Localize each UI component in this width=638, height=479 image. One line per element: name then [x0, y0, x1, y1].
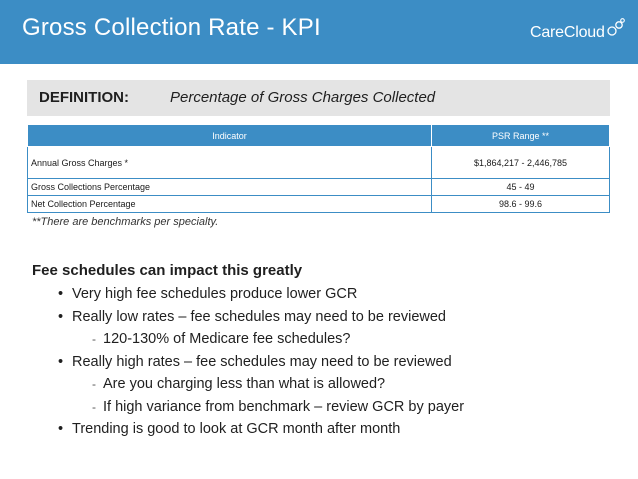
list-item: • Very high fee schedules produce lower …	[32, 283, 622, 306]
slide-title: Gross Collection Rate - KPI	[22, 14, 321, 41]
range-cell: 45 - 49	[431, 178, 610, 196]
range-cell: 98.6 - 99.6	[431, 195, 610, 213]
sub-list-item: - Are you charging less than what is all…	[32, 373, 622, 396]
bullet-content: Fee schedules can impact this greatly • …	[32, 262, 622, 441]
logo-rings-icon	[607, 18, 625, 36]
list-item: • Trending is good to look at GCR month …	[32, 418, 622, 441]
indicator-cell: Net Collection Percentage	[27, 195, 432, 213]
dash-bullet-icon: -	[92, 332, 96, 346]
definition-box: DEFINITION: Percentage of Gross Charges …	[27, 80, 610, 116]
sub-list-item-text: Are you charging less than what is allow…	[103, 376, 386, 392]
table-row: Annual Gross Charges * $1,864,217 - 2,44…	[27, 146, 610, 179]
indicator-cell: Gross Collections Percentage	[27, 178, 432, 196]
kpi-table: Indicator PSR Range ** Annual Gross Char…	[27, 124, 610, 213]
sub-list-item-text: 120-130% of Medicare fee schedules?	[103, 331, 351, 347]
indicator-cell: Annual Gross Charges *	[27, 146, 432, 179]
dash-bullet-icon: -	[92, 377, 96, 391]
table-row: Gross Collections Percentage 45 - 49	[27, 178, 610, 196]
list-item-text: Very high fee schedules produce lower GC…	[72, 286, 358, 302]
list-item-text: Really high rates – fee schedules may ne…	[72, 353, 452, 370]
sub-list-item: - 120-130% of Medicare fee schedules?	[32, 328, 622, 351]
list-item-text: Really low rates – fee schedules may nee…	[72, 308, 446, 325]
bullet-dot-icon: •	[58, 308, 64, 325]
list-item-text: Trending is good to look at GCR month af…	[72, 421, 401, 437]
logo-text: CareCloud	[530, 24, 605, 41]
bullet-dot-icon: •	[58, 421, 64, 437]
column-header-indicator: Indicator	[27, 124, 432, 147]
content-heading: Fee schedules can impact this greatly	[32, 262, 303, 279]
bullet-dot-icon: •	[58, 286, 64, 302]
benchmark-footnote: **There are benchmarks per specialty.	[32, 216, 219, 228]
sub-list-item-text: If high variance from benchmark – review…	[103, 398, 465, 415]
slide-header: Gross Collection Rate - KPI CareCloud	[0, 0, 638, 64]
dash-bullet-icon: -	[92, 399, 96, 414]
carecloud-logo: CareCloud	[530, 18, 626, 48]
definition-text: Percentage of Gross Charges Collected	[170, 89, 436, 106]
list-item: • Really low rates – fee schedules may n…	[32, 306, 622, 329]
range-cell: $1,864,217 - 2,446,785	[431, 146, 610, 179]
sub-list-item: - If high variance from benchmark – revi…	[32, 396, 622, 419]
table-header-row: Indicator PSR Range **	[27, 124, 610, 147]
list-item: • Really high rates – fee schedules may …	[32, 351, 622, 374]
table-row: Net Collection Percentage 98.6 - 99.6	[27, 195, 610, 213]
column-header-psr-range: PSR Range **	[431, 124, 610, 147]
definition-label: DEFINITION:	[39, 89, 129, 106]
bullet-dot-icon: •	[58, 353, 64, 370]
